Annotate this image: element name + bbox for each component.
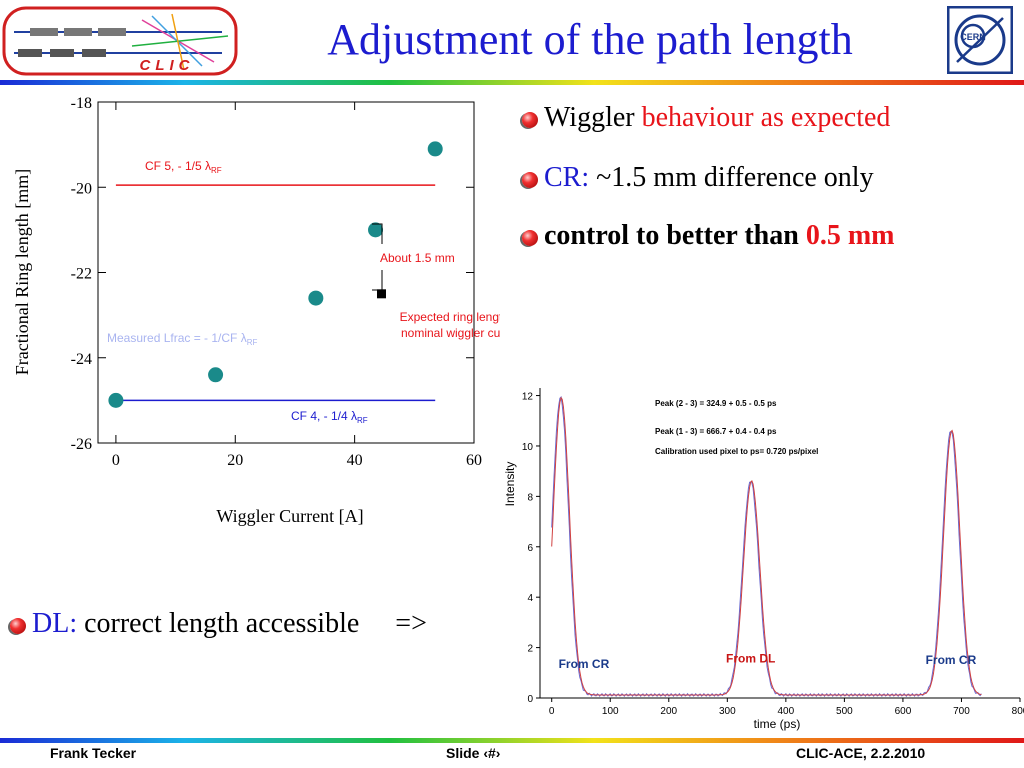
intensity-y-axis-label: Intensity xyxy=(503,462,517,507)
bullet-dl: DL: correct length accessible => xyxy=(10,608,427,640)
about-annotation: About 1.5 mm xyxy=(380,251,455,265)
intensity-x-tick-label: 300 xyxy=(719,706,736,717)
measured-point xyxy=(427,141,443,157)
bullet-wiggler-highlight: behaviour as expected xyxy=(641,102,891,133)
expected-annotation-line2: nominal wiggler current xyxy=(401,326,500,340)
footer-rule xyxy=(0,738,1024,743)
bullet-control-text: control to better than xyxy=(544,220,806,251)
bracket-top xyxy=(372,223,383,244)
peak-label: From CR xyxy=(926,653,977,667)
y-tick-label: -20 xyxy=(71,180,92,197)
scatter-y-axis-label: Fractional Ring length [mm] xyxy=(12,169,32,375)
intensity-x-axis-label: time (ps) xyxy=(754,717,801,731)
measured-point xyxy=(308,290,324,306)
bullet-control: control to better than 0.5 mm xyxy=(522,220,894,252)
bullet-dl-text: correct length accessible xyxy=(77,608,360,639)
bullet-cr: CR: ~1.5 mm difference only xyxy=(522,162,874,194)
peak-note-1: Peak (2 - 3) = 324.9 + 0.5 - 0.5 ps xyxy=(655,399,777,408)
footer-slide-number: Slide ‹#› xyxy=(446,745,501,761)
x-tick-label: 20 xyxy=(227,452,243,469)
footer-event: CLIC-ACE, 2.2.2010 xyxy=(796,745,926,761)
peak-label: From DL xyxy=(726,652,775,666)
footer-author: Frank Tecker xyxy=(50,745,137,761)
bullet-ball-icon xyxy=(522,171,538,188)
clic-logo: CLIC xyxy=(2,6,238,76)
peak-label: From CR xyxy=(559,657,610,671)
intensity-x-tick-label: 400 xyxy=(778,706,795,717)
bullet-cr-text: ~1.5 mm difference only xyxy=(589,162,874,193)
measured-point xyxy=(108,392,124,408)
bullet-ball-icon xyxy=(522,229,538,246)
intensity-x-tick-label: 600 xyxy=(895,706,912,717)
intensity-x-tick-label: 100 xyxy=(602,706,619,717)
scatter-x-axis-label: Wiggler Current [A] xyxy=(216,506,363,526)
x-tick-label: 0 xyxy=(112,452,120,469)
peak-note-2: Peak (1 - 3) = 666.7 + 0.4 - 0.4 ps xyxy=(655,427,777,436)
intensity-x-tick-label: 0 xyxy=(549,706,555,717)
intensity-y-tick-label: 8 xyxy=(527,492,533,503)
intensity-x-tick-label: 700 xyxy=(953,706,970,717)
expected-point xyxy=(376,289,386,299)
measured-point xyxy=(368,222,384,238)
bullet-wiggler-text: Wiggler xyxy=(544,102,642,133)
intensity-x-tick-label: 800 xyxy=(1012,706,1024,717)
intensity-curve-2 xyxy=(551,396,982,696)
scatter-plot-frame xyxy=(97,101,475,444)
measured-label: Measured Lfrac = - 1/CF λRF xyxy=(107,331,257,347)
cf5-label: CF 5, - 1/5 λRF xyxy=(145,159,222,175)
calibration-note: Calibration used pixel to ps= 0.720 ps/p… xyxy=(655,447,818,456)
y-tick-label: -22 xyxy=(71,266,92,283)
clic-logo-text: CLIC xyxy=(140,57,195,74)
ring-length-chart: 0 20 40 60 -18 -20 -22 -24 -26 Wiggler Current [… xyxy=(12,95,500,526)
y-tick-label: -18 xyxy=(71,95,92,112)
bullet-dl-lead: DL: xyxy=(32,608,78,639)
x-tick-label: 60 xyxy=(466,452,482,469)
intensity-x-tick-label: 200 xyxy=(660,706,677,717)
bullet-wiggler: Wiggler behaviour as expected xyxy=(522,102,890,134)
intensity-chart: 0 100 200 300 400 500 600 700 800 0 2 4 6 8 10 12 From … xyxy=(500,372,1024,738)
expected-annotation-line1: Expected ring length for xyxy=(400,310,500,324)
intensity-x-tick-label: 500 xyxy=(836,706,853,717)
bullet-control-highlight: 0.5 mm xyxy=(805,220,895,251)
intensity-y-tick-label: 0 xyxy=(527,694,533,705)
measured-point xyxy=(208,367,224,383)
bullet-cr-lead: CR: xyxy=(544,162,590,193)
header-rule xyxy=(0,80,1024,85)
intensity-y-tick-label: 4 xyxy=(527,593,533,604)
cern-logo-text: CERN xyxy=(960,32,986,42)
bracket-bottom xyxy=(372,270,383,291)
slide-title: Adjustment of the path length xyxy=(327,15,853,64)
intensity-y-tick-label: 10 xyxy=(522,442,534,453)
bullet-ball-icon xyxy=(10,617,26,634)
intensity-y-tick-label: 2 xyxy=(527,644,533,655)
x-tick-label: 40 xyxy=(347,452,363,469)
intensity-y-tick-label: 12 xyxy=(522,392,534,403)
y-tick-label: -24 xyxy=(71,351,92,368)
bullet-ball-icon xyxy=(522,111,538,128)
cern-logo: CERN xyxy=(946,5,1014,75)
cf4-label: CF 4, - 1/4 λRF xyxy=(291,409,368,425)
y-tick-label: -26 xyxy=(71,436,92,453)
intensity-y-tick-label: 6 xyxy=(527,543,533,554)
bullet-dl-arrow: => xyxy=(395,608,427,639)
